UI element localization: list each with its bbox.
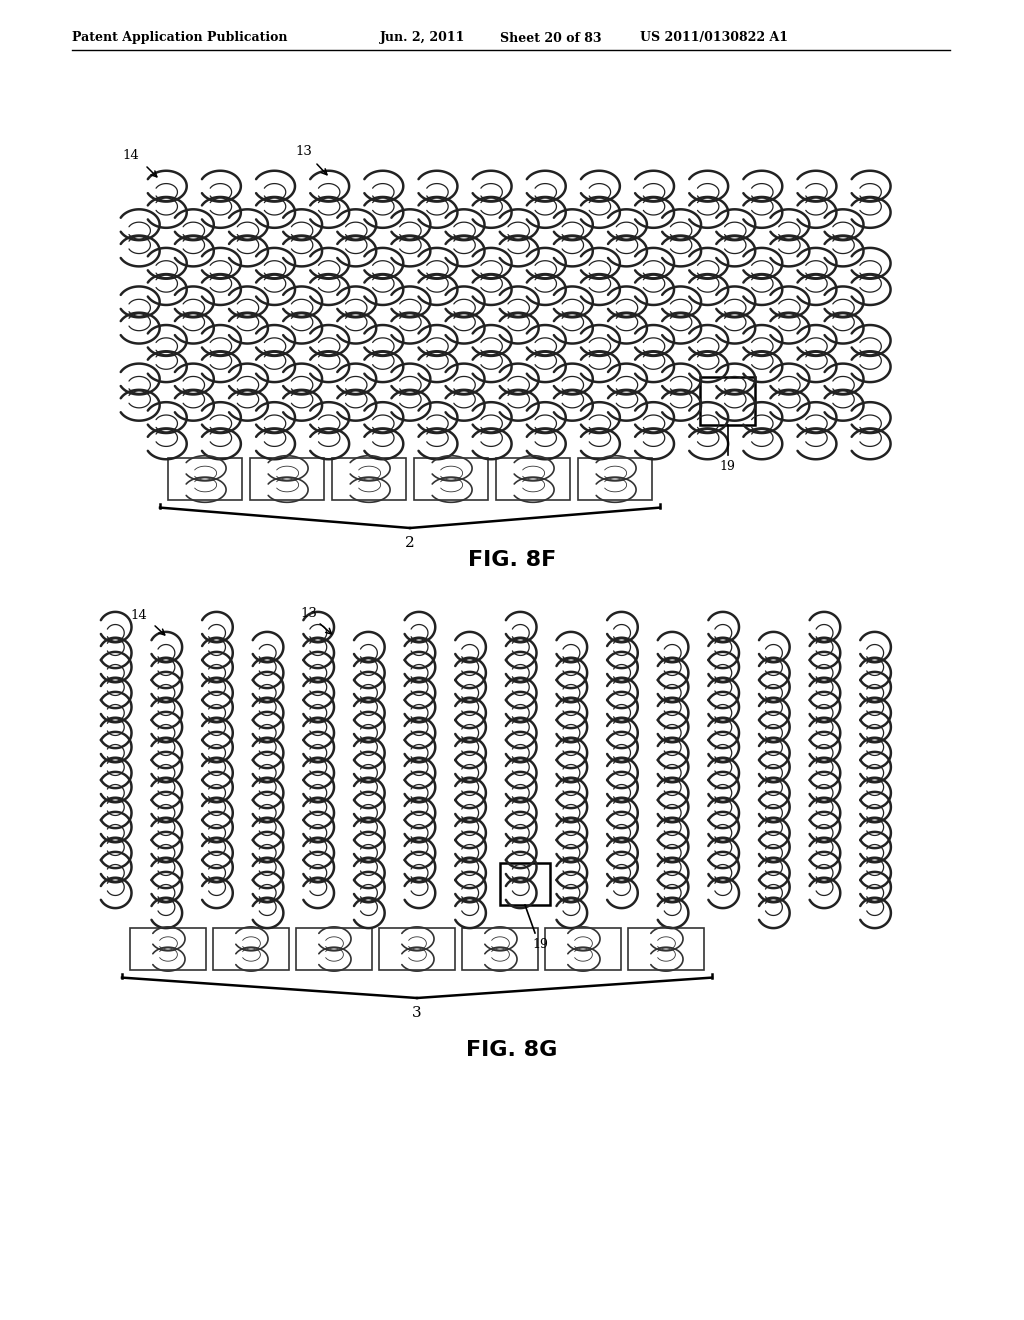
Bar — [130, 928, 206, 970]
Text: 14: 14 — [122, 149, 138, 162]
Bar — [700, 378, 755, 425]
Bar — [462, 928, 538, 970]
Text: Patent Application Publication: Patent Application Publication — [72, 32, 288, 45]
Text: FIG. 8G: FIG. 8G — [466, 1040, 558, 1060]
Bar — [296, 928, 372, 970]
Text: 19: 19 — [720, 459, 735, 473]
Text: 13: 13 — [295, 145, 312, 158]
Bar — [379, 928, 455, 970]
Text: Sheet 20 of 83: Sheet 20 of 83 — [500, 32, 601, 45]
Text: Jun. 2, 2011: Jun. 2, 2011 — [380, 32, 465, 45]
Bar — [500, 863, 550, 906]
Text: 3: 3 — [413, 1006, 422, 1020]
Text: 2: 2 — [406, 536, 415, 550]
Bar — [628, 928, 705, 970]
Text: US 2011/0130822 A1: US 2011/0130822 A1 — [640, 32, 788, 45]
Bar — [250, 458, 324, 500]
Bar — [545, 928, 621, 970]
Bar — [578, 458, 652, 500]
Bar — [414, 458, 488, 500]
Text: 14: 14 — [130, 609, 146, 622]
Text: FIG. 8F: FIG. 8F — [468, 550, 556, 570]
Bar — [496, 458, 570, 500]
Text: 19: 19 — [532, 939, 548, 950]
Text: 13: 13 — [300, 607, 316, 620]
Bar — [332, 458, 406, 500]
Bar — [213, 928, 289, 970]
Bar — [168, 458, 242, 500]
